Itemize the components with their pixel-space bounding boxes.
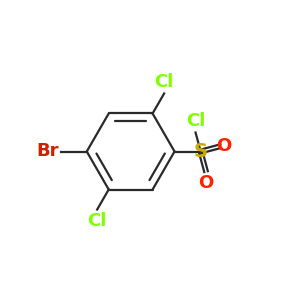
Text: Cl: Cl — [154, 73, 174, 91]
Text: Br: Br — [36, 142, 58, 160]
Text: Cl: Cl — [186, 112, 206, 130]
Text: S: S — [194, 142, 208, 161]
Text: O: O — [198, 174, 214, 192]
Text: Cl: Cl — [88, 212, 107, 230]
Text: O: O — [216, 137, 231, 155]
